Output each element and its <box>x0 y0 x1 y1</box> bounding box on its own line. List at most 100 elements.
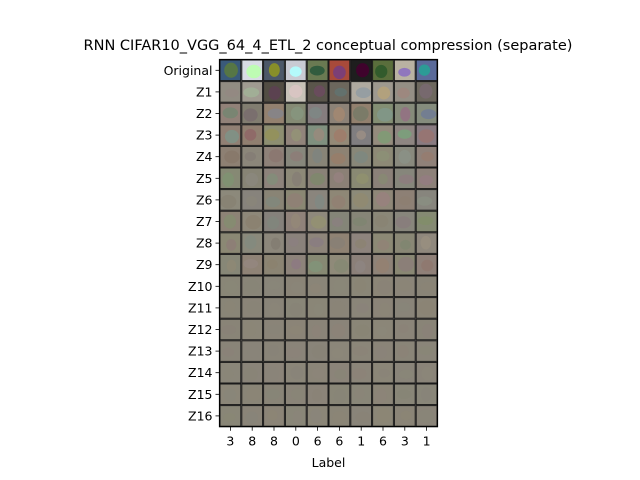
image-cell <box>350 253 373 276</box>
cell-background <box>415 189 438 211</box>
cell-background <box>284 232 307 254</box>
cell-border <box>284 340 307 362</box>
cell-background <box>328 145 351 168</box>
image-cell <box>328 189 351 211</box>
image-cell <box>241 253 264 276</box>
image-cell <box>219 102 242 125</box>
image-cell <box>415 145 438 168</box>
image-cell <box>372 275 394 298</box>
cell-blob <box>289 66 302 77</box>
cell-blob <box>352 346 369 356</box>
image-cell <box>393 189 416 211</box>
image-cell <box>328 383 351 406</box>
cell-border <box>393 361 416 384</box>
cell-background <box>372 318 394 341</box>
image-cell <box>306 102 329 125</box>
cell-blob <box>288 237 299 247</box>
cell-background <box>306 405 329 427</box>
image-cell <box>393 318 416 341</box>
cell-blob <box>418 409 434 424</box>
cell-border <box>328 189 351 211</box>
image-cell <box>284 124 307 146</box>
cell-border <box>350 361 373 384</box>
cell-blob <box>396 389 412 400</box>
cell-blob <box>267 280 281 290</box>
cell-border <box>328 167 351 190</box>
cell-blob <box>311 344 328 359</box>
cell-blob <box>290 213 301 229</box>
cell-background <box>372 253 394 276</box>
image-cell <box>393 361 416 384</box>
cell-blob <box>244 128 257 141</box>
cell-blob <box>420 282 436 291</box>
cell-border <box>350 297 373 319</box>
cell-border <box>241 210 264 233</box>
image-cell <box>372 297 394 319</box>
image-cell <box>415 383 438 406</box>
cell-background <box>393 383 416 406</box>
image-cell <box>415 405 438 427</box>
image-cell <box>263 167 285 190</box>
image-cell <box>372 81 394 103</box>
image-cell <box>306 145 329 168</box>
cell-background <box>263 210 285 233</box>
image-cell <box>241 145 264 168</box>
cell-blob <box>311 324 322 338</box>
x-tick-label: 1 <box>423 434 431 449</box>
image-cell <box>328 340 351 362</box>
cell-blob <box>375 191 390 207</box>
cell-blob <box>223 280 238 294</box>
cell-blob <box>290 366 304 380</box>
cell-border <box>350 232 373 254</box>
cell-blob <box>292 410 303 425</box>
cell-border <box>263 124 285 146</box>
cell-border <box>372 102 394 125</box>
cell-blob <box>333 129 347 143</box>
cell-background <box>241 275 264 298</box>
image-cell <box>350 124 373 146</box>
cell-border <box>350 145 373 168</box>
image-cell <box>415 297 438 319</box>
y-tick-label: Z11 <box>188 300 212 315</box>
cell-blob <box>377 239 390 251</box>
cell-border <box>306 210 329 233</box>
cell-border <box>372 318 394 341</box>
cell-blob <box>375 64 388 79</box>
cell-blob <box>221 325 237 335</box>
cell-blob <box>397 256 414 272</box>
image-cell <box>415 124 438 146</box>
image-cell <box>219 297 242 319</box>
cell-border <box>284 383 307 406</box>
cell-border <box>328 361 351 384</box>
cell-border <box>284 318 307 341</box>
image-cell <box>241 189 264 211</box>
cell-blob <box>246 301 262 315</box>
image-cell <box>284 189 307 211</box>
x-tick-label: 3 <box>226 434 234 449</box>
cell-blob <box>310 215 327 229</box>
cell-blob <box>223 388 237 402</box>
image-cell <box>372 189 394 211</box>
y-tick-label: Z1 <box>196 84 213 99</box>
image-cell <box>263 189 285 211</box>
cell-blob <box>421 259 434 272</box>
cell-border <box>393 167 416 190</box>
y-tick-label: Z15 <box>188 387 212 402</box>
image-cell <box>328 253 351 276</box>
image-cell <box>241 102 264 125</box>
image-cell <box>350 275 373 298</box>
image-cell <box>219 210 242 233</box>
cell-blob <box>224 150 240 164</box>
cell-border <box>284 189 307 211</box>
cell-blob <box>246 64 262 79</box>
cell-border <box>263 189 285 211</box>
cell-blob <box>377 280 392 295</box>
cell-blob <box>268 85 281 100</box>
image-cell <box>393 145 416 168</box>
image-cell <box>393 59 416 82</box>
image-cell <box>350 318 373 341</box>
image-cell <box>284 383 307 406</box>
cell-border <box>306 167 329 190</box>
cell-background <box>350 232 373 254</box>
image-cell <box>350 340 373 362</box>
